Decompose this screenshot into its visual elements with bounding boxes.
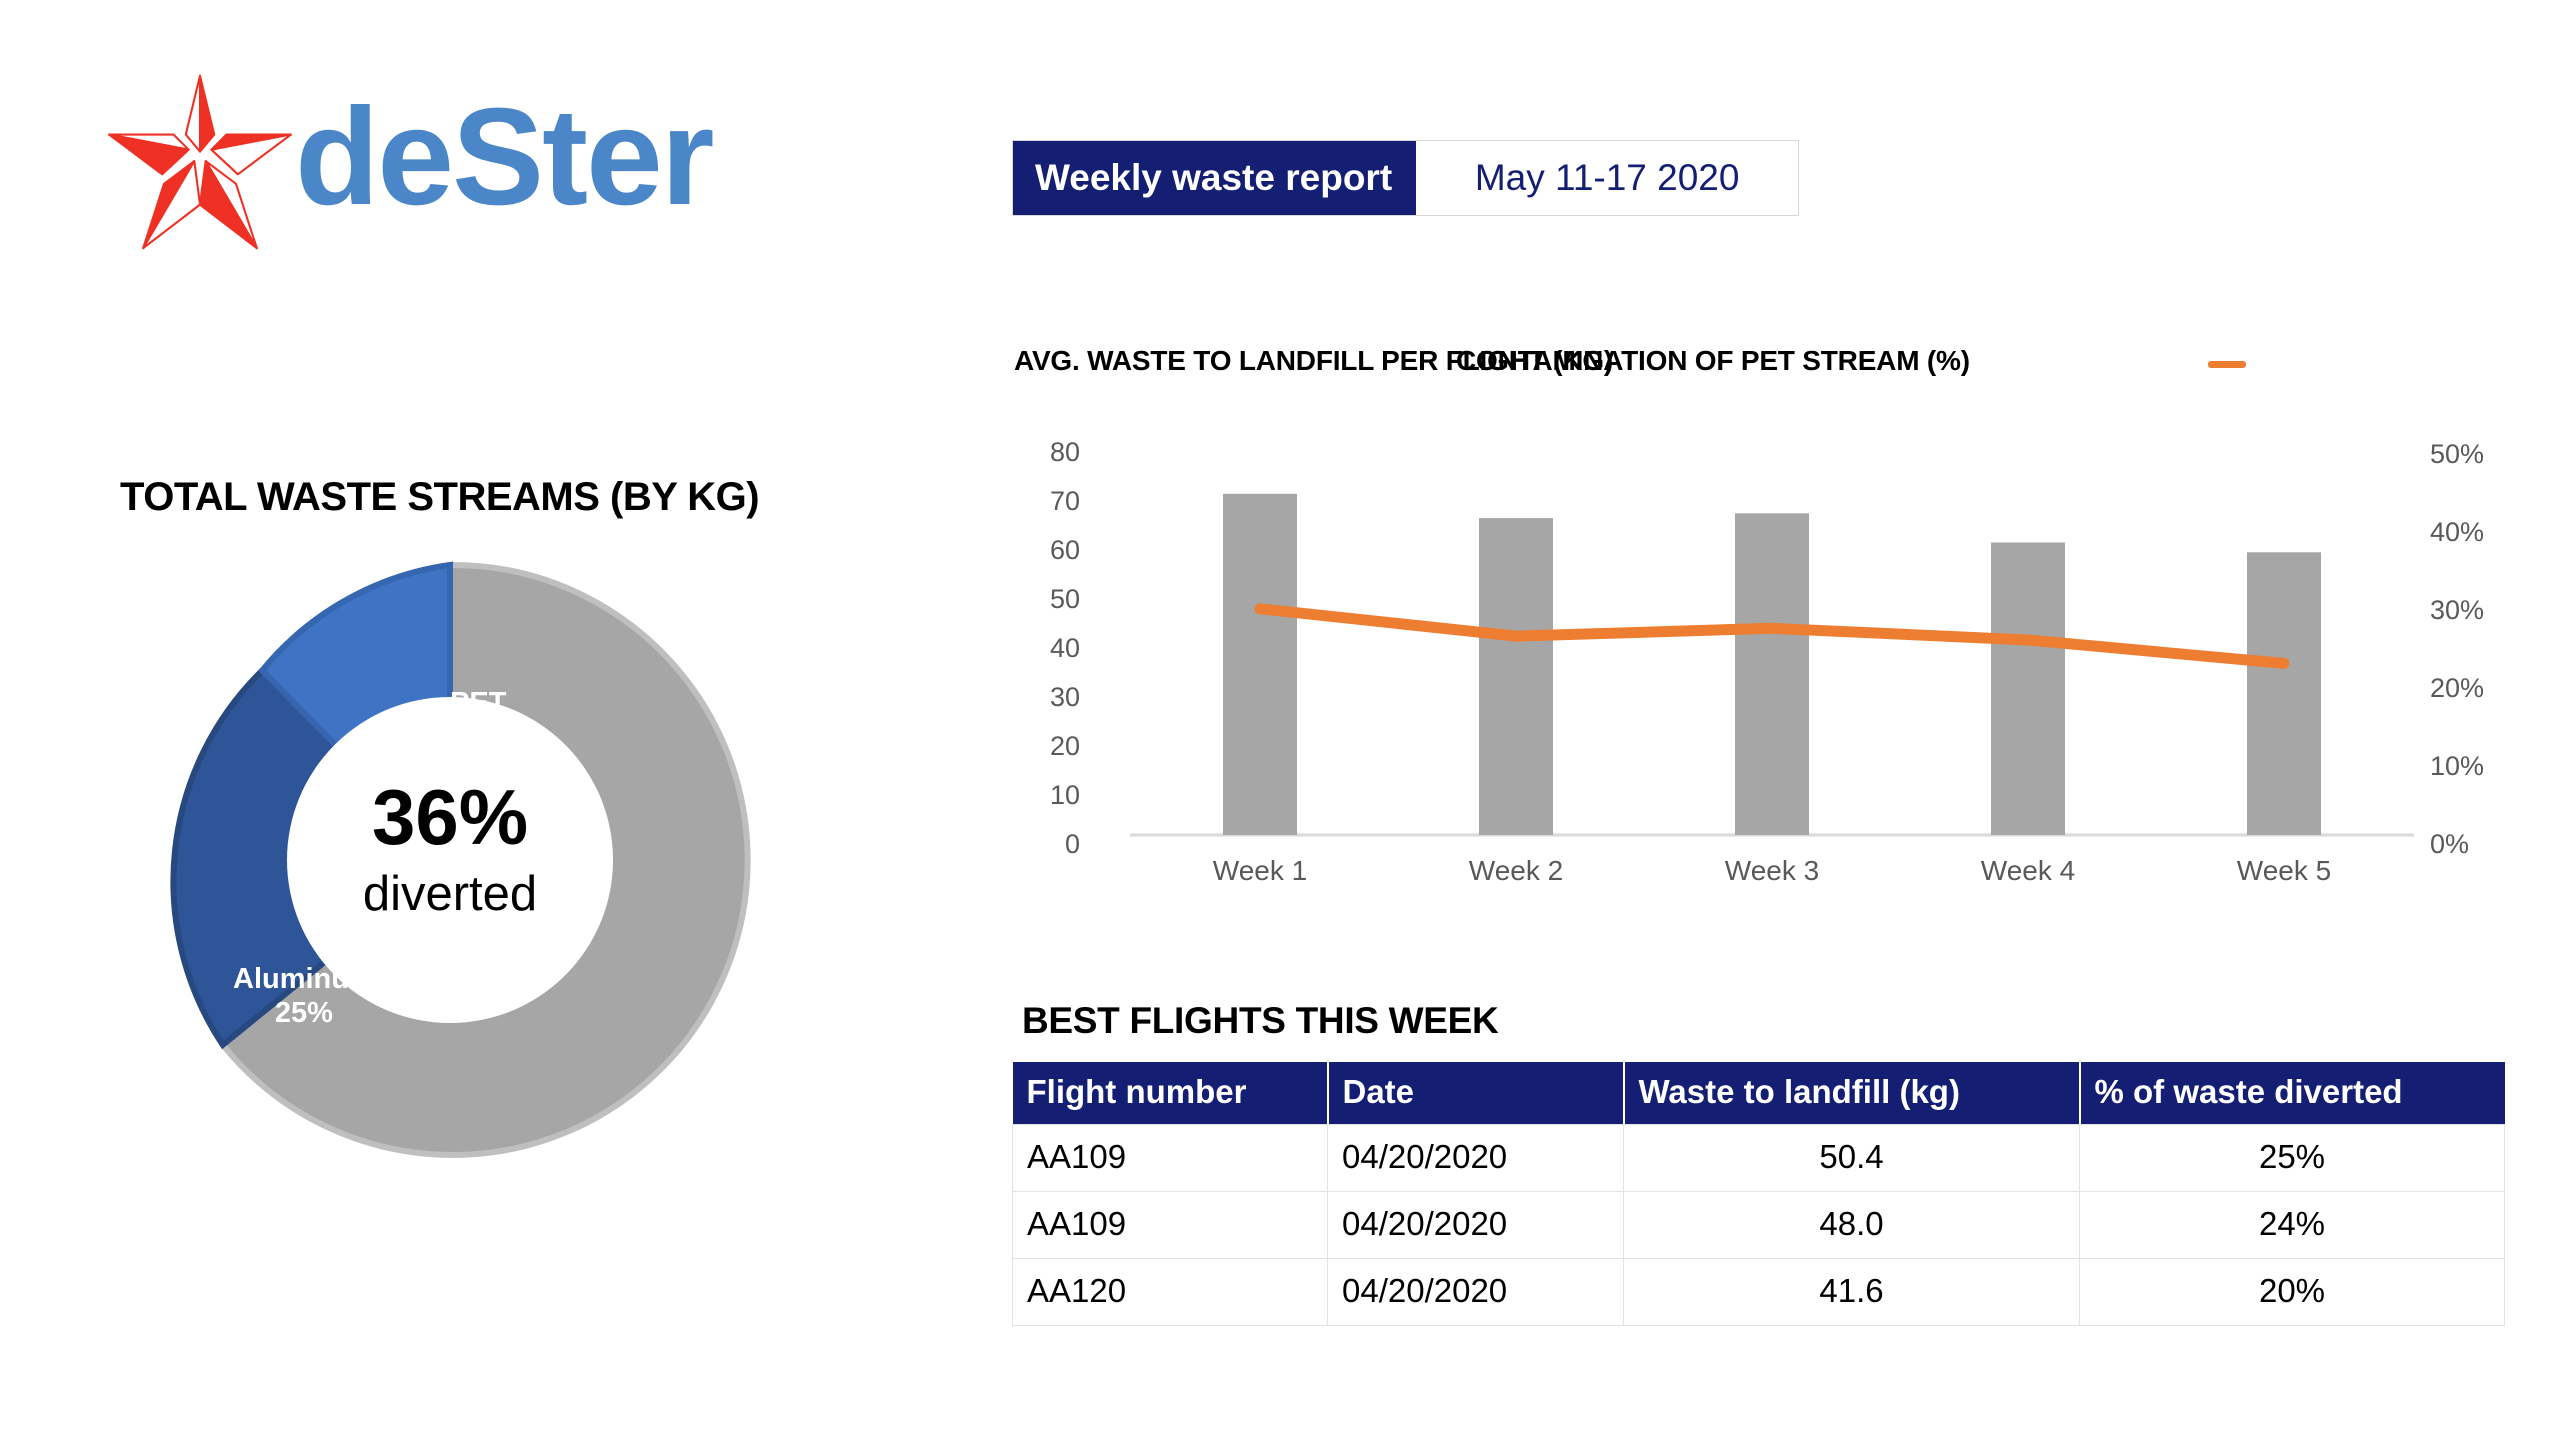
y-left-tick-60: 60 (1049, 535, 1080, 565)
donut-chart-title: TOTAL WASTE STREAMS (BY KG) (120, 475, 760, 519)
report-date-range: May 11-17 2020 (1416, 141, 1799, 215)
y-left-tick-0: 0 (1064, 829, 1080, 859)
table-header-row: Flight number Date Waste to landfill (kg… (1012, 1062, 2505, 1125)
x-tick-week-4: Week 4 (1980, 855, 2076, 886)
brand-logo: deSter (105, 70, 825, 250)
cell-date: 04/20/2020 (1327, 1191, 1624, 1259)
cell-flight-number: AA109 (1012, 1124, 1328, 1192)
donut-label-trash: Trash 64% (557, 1140, 634, 1208)
waste-combo-chart: AVG. WASTE TO LANDFILL PER FLIGHT (KG) C… (1012, 345, 2484, 905)
cell-flight-number: AA120 (1012, 1258, 1328, 1326)
chart-plot-area (1130, 493, 2414, 837)
column-header-diverted: % of waste diverted (2079, 1062, 2505, 1125)
column-header-date: Date (1327, 1062, 1625, 1125)
x-tick-week-2: Week 2 (1468, 855, 1564, 886)
chart-title-secondary: CONTAMINATION OF PET STREAM (%) (1456, 345, 1970, 376)
diverted-label: diverted (362, 867, 538, 921)
y-right-tick-50: 50% (2430, 439, 2485, 469)
diverted-percentage: 36% (371, 773, 529, 861)
x-tick-week-5: Week 5 (2236, 855, 2332, 886)
column-header-waste: Waste to landfill (kg) (1623, 1062, 2081, 1125)
waste-streams-donut-chart: 36% diverted PET 11% Aluminum 25% Trash … (145, 560, 755, 1207)
bar-week-4 (1991, 542, 2065, 835)
x-tick-week-3: Week 3 (1724, 855, 1820, 886)
report-title: Weekly waste report (1013, 141, 1417, 215)
best-flights-table: Flight number Date Waste to landfill (kg… (1012, 1062, 2505, 1326)
donut-label-aluminum-name: Aluminum (233, 963, 375, 995)
bar-week-2 (1479, 518, 1553, 835)
y-right-tick-20: 20% (2430, 673, 2485, 703)
donut-hole (287, 697, 613, 1023)
cell-date: 04/20/2020 (1327, 1124, 1624, 1192)
bar-week-1 (1223, 493, 1297, 835)
chart-title-primary: AVG. WASTE TO LANDFILL PER FLIGHT (KG) (1014, 345, 1614, 376)
y-right-tick-40: 40% (2430, 517, 2485, 547)
bar-week-5 (2247, 552, 2321, 835)
y-left-tick-20: 20 (1049, 731, 1080, 761)
y-right-tick-0: 0% (2430, 829, 2470, 859)
brand-wordmark: deSter (295, 80, 714, 234)
donut-label-pet: PET 11% (450, 686, 506, 754)
cell-diverted: 20% (2079, 1258, 2505, 1326)
y-left-tick-80: 80 (1049, 437, 1080, 467)
cell-waste: 50.4 (1623, 1124, 2080, 1192)
best-flights-title: BEST FLIGHTS THIS WEEK (1022, 1000, 1499, 1041)
star-icon (108, 74, 292, 250)
cell-diverted: 25% (2079, 1124, 2505, 1192)
cell-diverted: 24% (2079, 1191, 2505, 1259)
donut-label-aluminum: Aluminum 25% (233, 962, 375, 1030)
column-header-flight-number: Flight number (1012, 1062, 1329, 1125)
table-row: AA120 04/20/2020 41.6 20% (1012, 1258, 2505, 1326)
legend-line-swatch-icon (2208, 361, 2246, 368)
cell-date: 04/20/2020 (1327, 1258, 1624, 1326)
y-left-tick-30: 30 (1049, 682, 1080, 712)
donut-label-aluminum-value: 25% (274, 997, 333, 1029)
cell-waste: 41.6 (1623, 1258, 2080, 1326)
table-row: AA109 04/20/2020 48.0 24% (1012, 1191, 2505, 1259)
report-header: Weekly waste report May 11-17 2020 (1012, 140, 1800, 216)
cell-waste: 48.0 (1623, 1191, 2080, 1259)
y-right-tick-30: 30% (2430, 595, 2485, 625)
donut-label-trash-value: 64% (566, 1175, 625, 1207)
donut-label-pet-value: 11% (450, 721, 507, 753)
contamination-line-series (1254, 603, 2290, 669)
donut-label-trash-name: Trash (557, 1141, 635, 1173)
y-left-tick-40: 40 (1049, 633, 1080, 663)
bar-week-3 (1735, 513, 1809, 835)
y-right-tick-10: 10% (2430, 751, 2485, 781)
y-left-tick-10: 10 (1049, 780, 1080, 810)
table-row: AA109 04/20/2020 50.4 25% (1012, 1124, 2505, 1192)
y-left-tick-70: 70 (1049, 486, 1080, 516)
donut-label-pet-name: PET (450, 687, 507, 719)
donut-svg (170, 561, 751, 1158)
y-left-tick-50: 50 (1049, 584, 1080, 614)
cell-flight-number: AA109 (1012, 1191, 1328, 1259)
x-tick-week-1: Week 1 (1212, 855, 1308, 886)
